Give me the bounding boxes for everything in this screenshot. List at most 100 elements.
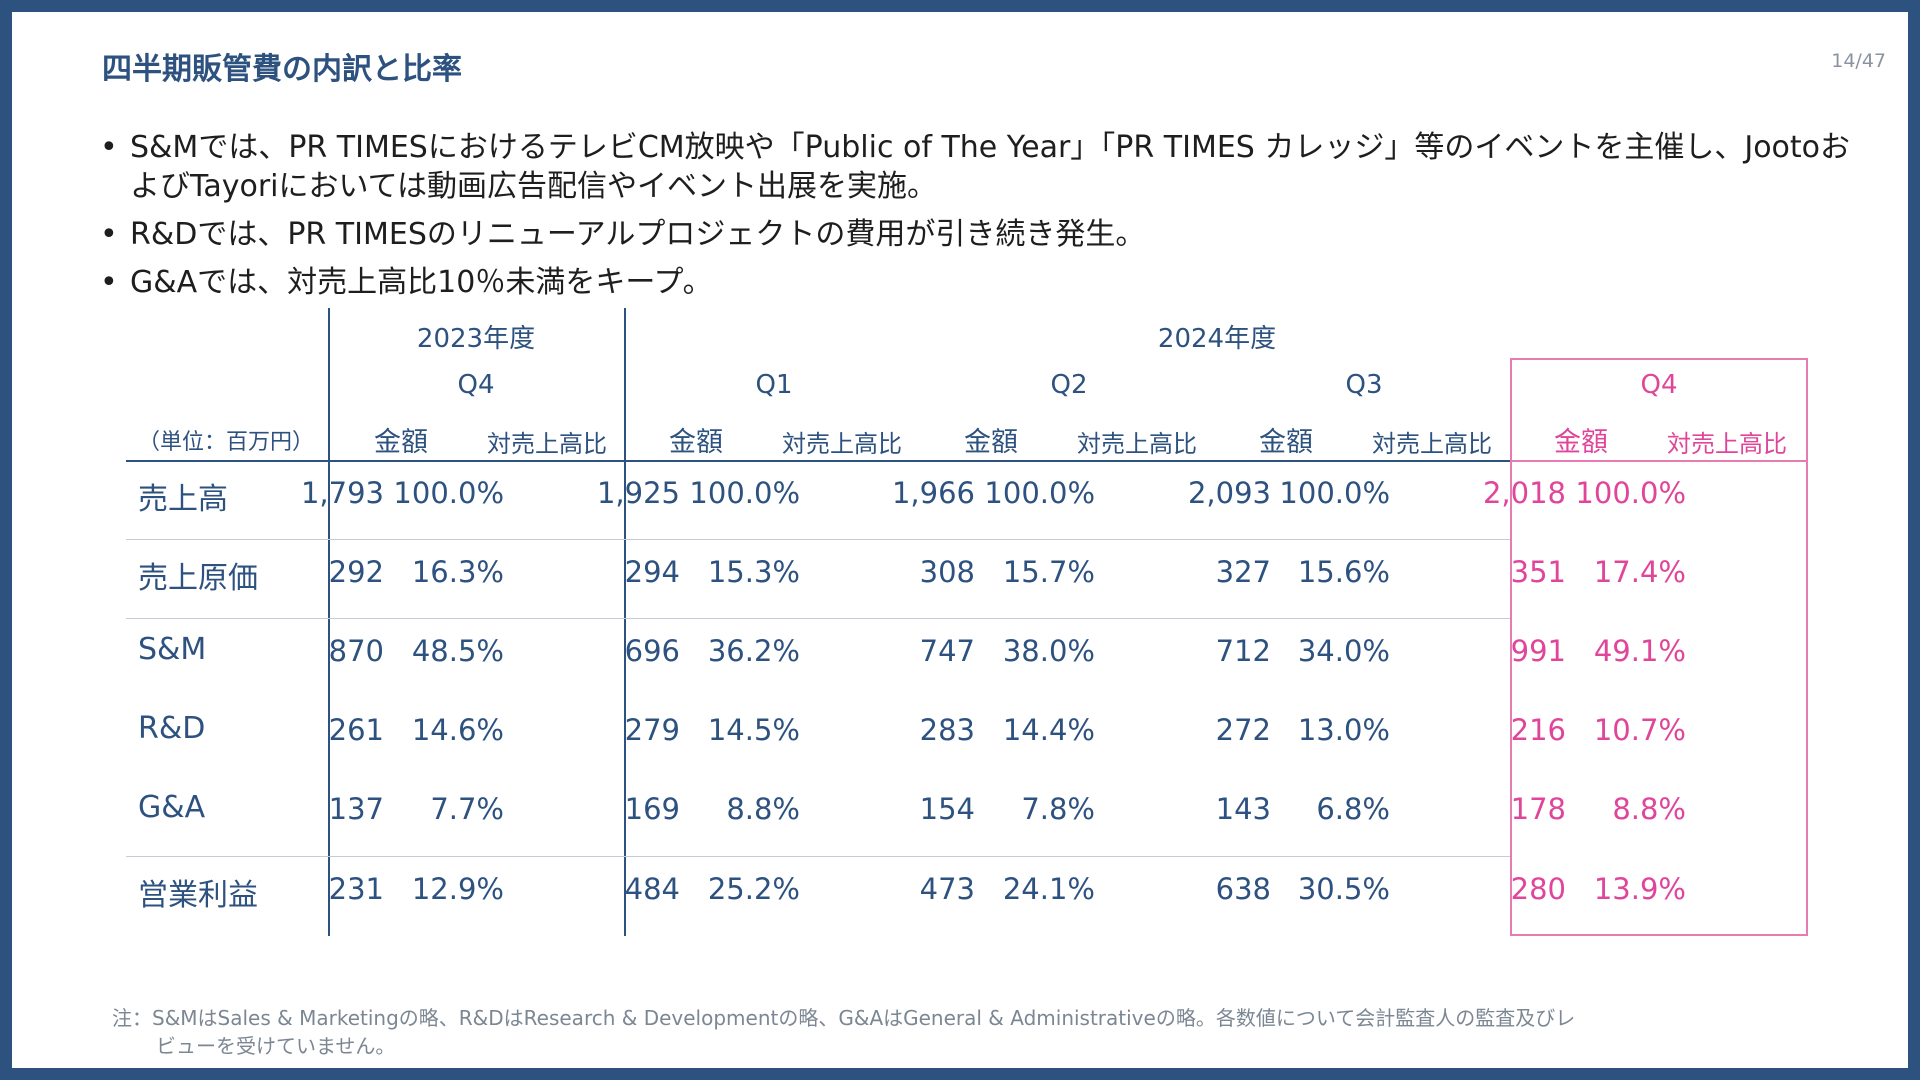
amount-cell: 169 — [624, 792, 680, 826]
ratio-cell: 100.0% — [393, 476, 504, 510]
amount-header: 金額 — [1554, 427, 1608, 458]
label-column-divider — [328, 308, 330, 936]
year-2023-header: 2023年度 — [416, 324, 536, 354]
sga-breakdown-table: 2023年度 2024年度 Q4 Q1 Q2 Q3 Q4 （単位：百万円） 金額… — [126, 308, 1808, 938]
amount-cell: 294 — [624, 555, 680, 589]
bullet-sm: S&Mでは、PR TIMESにおけるテレビCM放映や「Public of The… — [100, 128, 1860, 206]
ratio-cell: 8.8% — [1612, 792, 1686, 826]
year-divider — [624, 308, 626, 936]
amount-cell: 870 — [328, 634, 384, 668]
q4-2024-highlight-box — [1510, 358, 1808, 936]
ratio-cell: 13.9% — [1593, 872, 1686, 906]
ratio-cell: 15.7% — [1002, 555, 1095, 589]
amount-cell: 473 — [919, 872, 975, 906]
ratio-cell: 14.4% — [1002, 713, 1095, 747]
ratio-header: 対売上高比 — [1077, 430, 1197, 458]
unit-label: （単位：百万円） — [137, 430, 314, 455]
footnote: 注：S&MはSales & Marketingの略、R&DはResearch &… — [112, 1004, 1792, 1060]
amount-cell: 283 — [919, 713, 975, 747]
bullet-ga: G&Aでは、対売上高比10％未満をキープ。 — [100, 263, 1860, 302]
amount-cell: 991 — [1510, 634, 1566, 668]
ratio-cell: 100.0% — [1279, 476, 1390, 510]
amount-cell: 292 — [328, 555, 384, 589]
bullet-list: S&Mでは、PR TIMESにおけるテレビCM放映や「Public of The… — [100, 128, 1860, 311]
amount-cell: 1,925 — [596, 476, 680, 510]
page-number: 14/47 — [1831, 50, 1886, 72]
ratio-cell: 49.1% — [1593, 634, 1686, 668]
amount-cell: 261 — [328, 713, 384, 747]
slide-title: 四半期販管費の内訳と比率 — [102, 52, 462, 87]
ratio-cell: 100.0% — [1575, 476, 1686, 510]
ratio-cell: 15.6% — [1297, 555, 1390, 589]
quarter-header-2023-q4: Q4 — [457, 370, 495, 400]
row-label: 営業利益 — [138, 878, 258, 913]
ratio-cell: 14.5% — [707, 713, 800, 747]
bullet-rd: R&Dでは、PR TIMESのリニューアルプロジェクトの費用が引き続き発生。 — [100, 215, 1860, 254]
ratio-cell: 12.9% — [411, 872, 504, 906]
amount-header: 金額 — [669, 427, 723, 458]
amount-cell: 747 — [919, 634, 975, 668]
row-divider — [126, 856, 1510, 857]
ratio-header: 対売上高比 — [782, 430, 902, 458]
amount-cell: 272 — [1215, 713, 1271, 747]
quarter-header-2024-q4: Q4 — [1640, 370, 1678, 400]
ratio-cell: 100.0% — [689, 476, 800, 510]
ratio-cell: 17.4% — [1593, 555, 1686, 589]
row-label: 売上原価 — [138, 561, 258, 596]
amount-cell: 154 — [919, 792, 975, 826]
ratio-cell: 100.0% — [984, 476, 1095, 510]
ratio-header: 対売上高比 — [1372, 430, 1492, 458]
header-bottom-rule — [126, 460, 1510, 462]
quarter-header-2024-q2: Q2 — [1050, 370, 1088, 400]
ratio-header: 対売上高比 — [487, 430, 607, 458]
row-divider — [126, 618, 1510, 619]
amount-header: 金額 — [964, 427, 1018, 458]
row-divider — [126, 539, 1510, 540]
ratio-header: 対売上高比 — [1667, 430, 1787, 458]
footnote-line-1: 注：S&MはSales & Marketingの略、R&DはResearch &… — [112, 1006, 1576, 1030]
row-label: R&D — [138, 711, 206, 746]
amount-cell: 638 — [1215, 872, 1271, 906]
ratio-cell: 15.3% — [707, 555, 800, 589]
ratio-cell: 6.8% — [1316, 792, 1390, 826]
amount-cell: 279 — [624, 713, 680, 747]
amount-cell: 712 — [1215, 634, 1271, 668]
year-2024-header: 2024年度 — [1157, 324, 1277, 354]
amount-cell: 2,093 — [1187, 476, 1271, 510]
amount-header: 金額 — [374, 427, 428, 458]
ratio-cell: 38.0% — [1002, 634, 1095, 668]
ratio-cell: 16.3% — [411, 555, 504, 589]
quarter-header-2024-q3: Q3 — [1345, 370, 1383, 400]
row-label: 売上高 — [138, 482, 228, 517]
amount-cell: 1,966 — [891, 476, 975, 510]
ratio-cell: 13.0% — [1297, 713, 1390, 747]
amount-cell: 137 — [328, 792, 384, 826]
amount-cell: 231 — [328, 872, 384, 906]
amount-cell: 143 — [1215, 792, 1271, 826]
ratio-cell: 14.6% — [411, 713, 504, 747]
ratio-cell: 24.1% — [1002, 872, 1095, 906]
amount-cell: 1,793 — [300, 476, 384, 510]
ratio-cell: 7.8% — [1021, 792, 1095, 826]
row-label: G&A — [138, 790, 206, 825]
amount-cell: 327 — [1215, 555, 1271, 589]
ratio-cell: 48.5% — [411, 634, 504, 668]
ratio-cell: 34.0% — [1297, 634, 1390, 668]
amount-cell: 280 — [1510, 872, 1566, 906]
ratio-cell: 25.2% — [707, 872, 800, 906]
ratio-cell: 36.2% — [707, 634, 800, 668]
amount-header: 金額 — [1259, 427, 1313, 458]
row-label: S&M — [138, 632, 207, 667]
amount-cell: 484 — [624, 872, 680, 906]
ratio-cell: 30.5% — [1297, 872, 1390, 906]
amount-cell: 308 — [919, 555, 975, 589]
amount-cell: 696 — [624, 634, 680, 668]
amount-cell: 216 — [1510, 713, 1566, 747]
ratio-cell: 10.7% — [1593, 713, 1686, 747]
amount-cell: 351 — [1510, 555, 1566, 589]
footnote-line-2: ビューを受けていません。 — [156, 1034, 396, 1058]
ratio-cell: 8.8% — [726, 792, 800, 826]
quarter-header-2024-q1: Q1 — [755, 370, 793, 400]
ratio-cell: 7.7% — [430, 792, 504, 826]
